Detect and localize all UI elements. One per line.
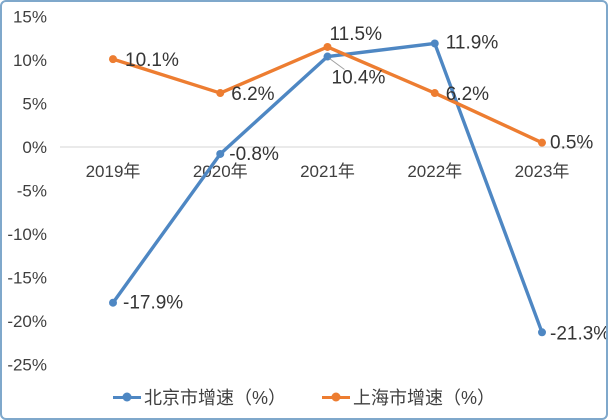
y-tick-label: -25% [7,356,47,375]
data-point-marker [323,42,332,51]
x-tick-label: 2022年 [407,162,462,181]
data-point-marker [216,149,225,158]
y-tick-label: -15% [7,269,47,288]
data-point-marker [538,328,546,337]
x-tick-label: 2019年 [86,162,141,181]
x-tick-label: 2020年 [193,162,248,181]
data-point-marker [430,89,439,98]
line-marker-icon [112,392,141,402]
data-label: -17.9% [123,293,183,314]
data-point-marker [216,89,225,98]
x-tick-label: 2023年 [515,162,570,181]
data-label: 6.2% [446,84,489,105]
chart-legend: 北京市增速（%） 上海市增速（%） [2,384,606,410]
legend-label-shanghai: 上海市增速（%） [353,388,496,408]
x-tick-label: 2021年 [300,162,355,181]
data-point-marker [109,298,117,307]
data-label: -0.8% [229,144,279,165]
data-point-marker [430,39,439,48]
label-leader-line [329,58,345,70]
data-point-marker [538,138,546,147]
y-tick-label: 5% [22,95,47,114]
legend-label-beijing: 北京市增速（%） [143,388,286,408]
data-label: 10.1% [125,50,179,71]
legend-item-shanghai: 上海市增速（%） [322,384,495,410]
data-label: 0.5% [550,133,593,154]
y-tick-label: -20% [7,312,47,331]
data-label: 11.5% [330,24,383,45]
y-tick-label: 0% [22,138,47,157]
line-marker-icon [322,392,350,402]
y-tick-label: -10% [7,225,47,244]
y-tick-label: 15% [13,8,47,27]
data-label: -21.3% [550,323,608,344]
data-label: 10.4% [332,68,386,89]
data-label: 11.9% [446,32,499,53]
data-point-marker [109,55,117,64]
legend-item-beijing: 北京市增速（%） [112,384,286,410]
data-label: 6.2% [231,84,274,105]
y-tick-label: 10% [13,51,47,70]
y-tick-label: -5% [17,182,47,201]
